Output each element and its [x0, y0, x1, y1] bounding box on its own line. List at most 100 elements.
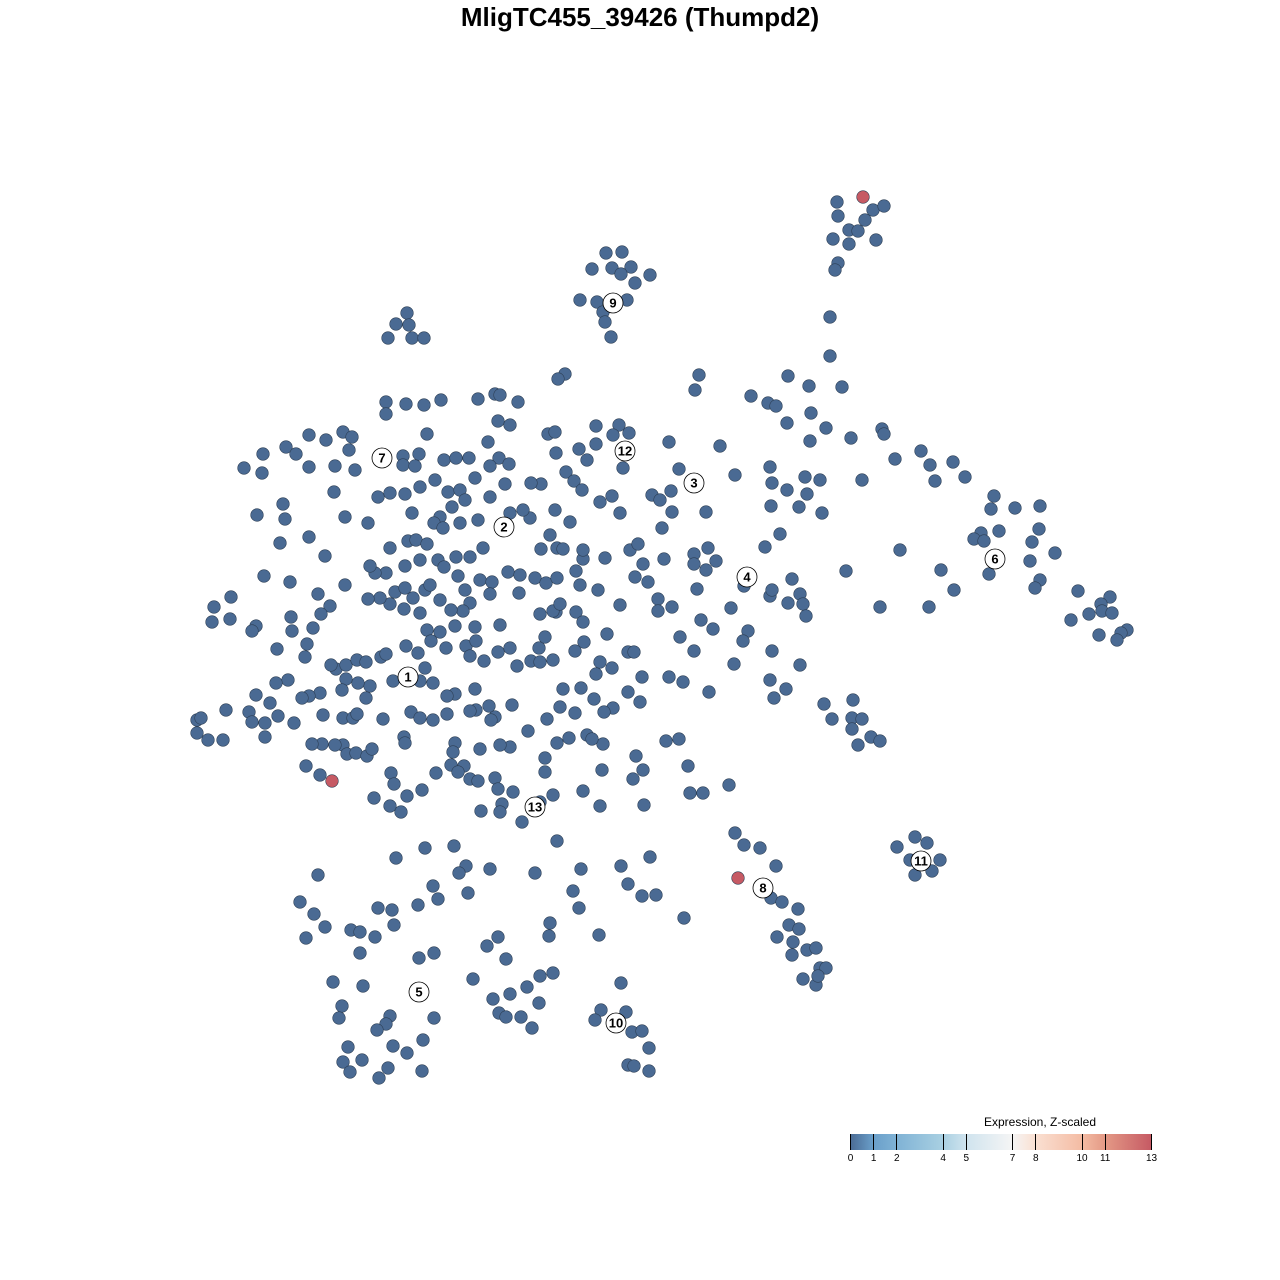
legend-tick-mark — [850, 1134, 851, 1150]
data-point — [499, 1010, 513, 1024]
data-point — [546, 966, 560, 980]
data-point — [521, 724, 535, 738]
data-point — [572, 901, 586, 915]
data-point — [604, 330, 618, 344]
data-point — [316, 708, 330, 722]
data-point — [550, 736, 564, 750]
data-point — [649, 888, 663, 902]
data-point — [506, 785, 520, 799]
data-point — [412, 951, 426, 965]
data-point — [431, 892, 445, 906]
data-point — [373, 591, 387, 605]
cluster-label-circle — [371, 447, 393, 469]
data-point — [471, 392, 485, 406]
data-point — [779, 682, 793, 696]
data-point — [683, 786, 697, 800]
data-point — [428, 473, 442, 487]
data-point — [405, 506, 419, 520]
data-point — [483, 587, 497, 601]
data-point — [764, 499, 778, 513]
data-point — [702, 685, 716, 699]
data-point — [289, 447, 303, 461]
data-point — [361, 516, 375, 530]
data-point — [383, 486, 397, 500]
chart-title: MligTC455_39426 (Thumpd2) — [460, 2, 820, 32]
data-point — [780, 483, 794, 497]
data-point — [569, 564, 583, 578]
data-point — [469, 634, 483, 648]
data-point — [585, 732, 599, 746]
data-point — [371, 901, 385, 915]
data-point — [958, 470, 972, 484]
data-point — [727, 657, 741, 671]
data-point — [688, 383, 702, 397]
data-point — [510, 659, 524, 673]
data-point — [481, 435, 495, 449]
data-point — [429, 766, 443, 780]
data-point — [546, 653, 560, 667]
data-point — [925, 864, 939, 878]
data-point — [389, 851, 403, 865]
data-point — [379, 395, 393, 409]
data-point — [452, 866, 466, 880]
data-point — [629, 749, 643, 763]
data-point — [503, 641, 517, 655]
data-point — [621, 877, 635, 891]
data-point — [258, 716, 272, 730]
data-point — [408, 459, 422, 473]
data-point — [426, 879, 440, 893]
data-point — [485, 575, 499, 589]
data-point — [383, 541, 397, 555]
data-point — [1092, 628, 1106, 642]
data-point — [488, 771, 502, 785]
data-point — [505, 698, 519, 712]
data-point — [866, 203, 880, 217]
data-point — [250, 508, 264, 522]
data-point — [223, 612, 237, 626]
data-point — [992, 524, 1006, 538]
data-point — [305, 737, 319, 751]
data-point — [819, 421, 833, 435]
data-point — [381, 331, 395, 345]
data-point — [568, 706, 582, 720]
data-point — [542, 929, 556, 943]
data-point — [823, 349, 837, 363]
cluster-label-circle — [910, 850, 932, 872]
data-point — [665, 600, 679, 614]
data-point — [559, 465, 573, 479]
data-point — [379, 407, 393, 421]
data-point — [596, 737, 610, 751]
data-point — [873, 600, 887, 614]
data-point — [635, 1024, 649, 1038]
cluster-label-text: 7 — [378, 451, 385, 466]
data-point — [318, 920, 332, 934]
data-point — [359, 691, 373, 705]
cluster-label: 8 — [752, 877, 774, 899]
data-point — [914, 444, 928, 458]
cluster-label-text: 13 — [528, 800, 542, 815]
data-point — [792, 500, 806, 514]
cluster-label-text: 3 — [690, 476, 697, 491]
data-point — [540, 712, 554, 726]
data-point — [338, 510, 352, 524]
data-point — [328, 738, 342, 752]
legend-color-bar — [850, 1134, 1151, 1150]
data-point — [781, 596, 795, 610]
data-point — [458, 493, 472, 507]
data-point — [372, 1071, 386, 1085]
data-point — [538, 765, 552, 779]
data-point — [533, 607, 547, 621]
data-point — [803, 434, 817, 448]
data-point — [562, 731, 576, 745]
cluster-label: 12 — [614, 440, 636, 462]
cluster-label-text: 9 — [609, 296, 616, 311]
data-point — [532, 641, 546, 655]
data-point — [1023, 554, 1037, 568]
cluster-label: 13 — [524, 796, 546, 818]
data-point — [851, 738, 865, 752]
data-point — [471, 774, 485, 788]
data-point — [486, 992, 500, 1006]
data-point — [828, 263, 842, 277]
data-point — [434, 393, 448, 407]
data-point — [657, 552, 671, 566]
